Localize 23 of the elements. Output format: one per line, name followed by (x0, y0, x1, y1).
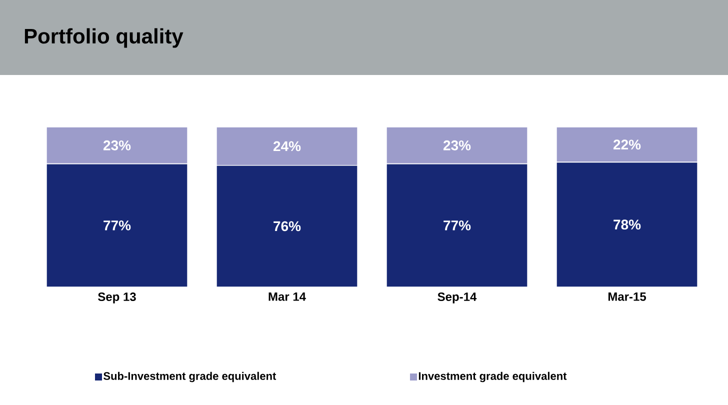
legend-label: Investment grade equivalent (418, 372, 567, 382)
bar (386, 164, 528, 287)
x-tick-label: Sep 13 (98, 292, 136, 304)
legend-label: Sub-Investment grade equivalent (104, 372, 276, 382)
data-label: 23% (443, 140, 471, 150)
bar (386, 127, 528, 164)
bar (46, 127, 188, 164)
data-label: 24% (273, 141, 301, 152)
bar (216, 127, 358, 166)
bar (216, 165, 358, 287)
data-label: 77% (104, 220, 131, 230)
x-tick-label: Sep-14 (438, 292, 477, 304)
data-label: 77% (444, 220, 471, 230)
data-label: 78% (614, 220, 641, 230)
data-label: 23% (103, 140, 131, 150)
data-label: 76% (274, 221, 301, 232)
bar (556, 162, 698, 287)
bar (556, 127, 698, 163)
bar (46, 164, 188, 287)
x-tick-label: Mar 14 (268, 292, 306, 301)
chart-title: Portfolio quality (24, 28, 184, 48)
x-tick-label: Mar-15 (608, 292, 646, 301)
data-label: 22% (613, 140, 641, 150)
